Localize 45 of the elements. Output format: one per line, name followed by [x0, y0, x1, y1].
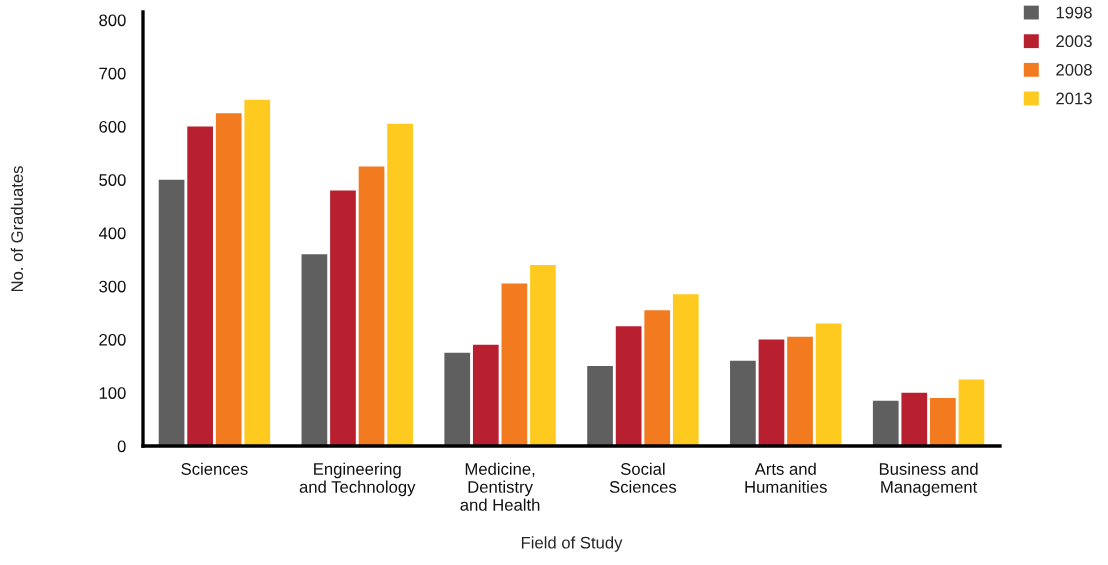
bar: [815, 323, 842, 446]
bar: [215, 113, 242, 446]
y-tick-label: 200: [99, 333, 126, 346]
y-tick-label: 800: [99, 14, 126, 27]
bar: [472, 344, 499, 446]
y-axis-title: No. of Graduates: [10, 166, 24, 292]
bar: [387, 123, 413, 446]
bar: [758, 339, 785, 446]
bar: [158, 179, 185, 446]
y-tick-label: 0: [117, 440, 126, 453]
y-tick-label: 600: [99, 120, 126, 133]
y-tick-label: 400: [98, 227, 126, 240]
bar: [672, 294, 699, 446]
x-tick-label: Sciences: [181, 462, 248, 475]
legend-label: 1998: [1056, 6, 1092, 19]
x-tick-label: Business and Management: [879, 462, 978, 497]
y-tick-label: 700: [99, 67, 126, 80]
bar: [730, 360, 756, 446]
bar: [187, 126, 213, 446]
bar: [958, 379, 985, 446]
bar: [244, 99, 271, 446]
bar: [644, 310, 671, 446]
legend-label: 2003: [1056, 35, 1092, 48]
x-tick-label: Engineering and Technology: [299, 462, 416, 497]
y-tick-label: 100: [99, 387, 126, 399]
x-tick-label: Arts and Humanities: [745, 462, 827, 493]
legend-label: 2013: [1056, 92, 1092, 105]
bar: [301, 254, 328, 446]
y-tick-label: 300: [99, 280, 126, 293]
bar: [501, 283, 528, 446]
bar: [330, 190, 356, 446]
bar: [901, 392, 928, 446]
bar: [787, 336, 813, 446]
bar: [530, 264, 556, 446]
x-tick-label: Social Sciences: [609, 462, 677, 493]
legend-label: 2008: [1056, 63, 1092, 76]
bar: [872, 400, 899, 446]
bar: [444, 352, 471, 446]
x-axis-title: Field of Study: [521, 536, 623, 552]
bar: [358, 166, 385, 446]
y-tick-label: 500: [99, 174, 126, 186]
x-tick-label: Medicine, Dentistry and Health: [460, 462, 540, 511]
bar: [615, 326, 642, 446]
bar: [587, 366, 613, 446]
bar: [930, 398, 956, 446]
